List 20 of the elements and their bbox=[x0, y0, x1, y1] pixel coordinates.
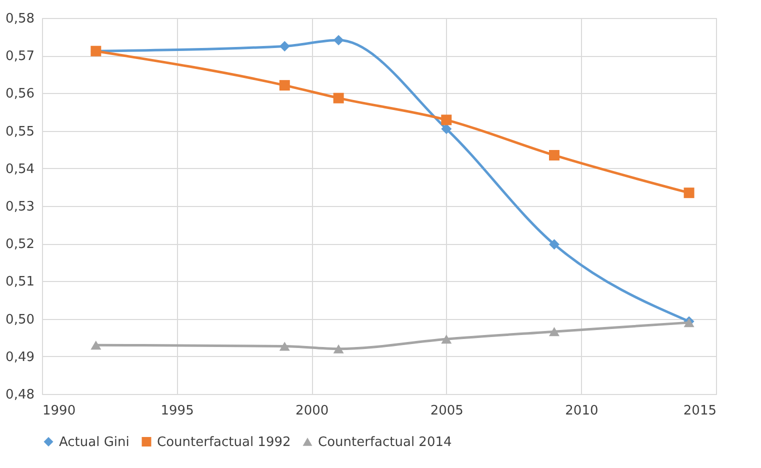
y-tick-label: 0,57 bbox=[6, 49, 34, 64]
x-tick-label: 2015 bbox=[683, 404, 716, 418]
y-tick-label: 0,48 bbox=[6, 388, 34, 402]
y-tick-label: 0,51 bbox=[6, 274, 34, 290]
y-tick-label: 0,58 bbox=[6, 12, 34, 26]
x-tick-label: 2005 bbox=[430, 404, 464, 418]
x-tick-label: 1995 bbox=[160, 404, 194, 418]
legend-label: Counterfactual 2014 bbox=[318, 434, 452, 450]
y-tick-label: 0,50 bbox=[6, 312, 34, 328]
y-tick-label: 0,49 bbox=[6, 350, 34, 365]
y-tick-label: 0,52 bbox=[6, 237, 34, 252]
x-tick-label: 1990 bbox=[42, 404, 76, 418]
x-tick-label: 2010 bbox=[565, 404, 598, 418]
y-tick-label: 0,56 bbox=[6, 86, 34, 102]
y-tick-label: 0,55 bbox=[6, 124, 34, 140]
legend-label: Counterfactual 1992 bbox=[157, 434, 291, 450]
x-tick-label: 2000 bbox=[296, 404, 329, 418]
y-tick-label: 0,54 bbox=[6, 162, 34, 177]
legend-label: Actual Gini bbox=[59, 434, 130, 450]
y-tick-label: 0,53 bbox=[6, 200, 34, 214]
